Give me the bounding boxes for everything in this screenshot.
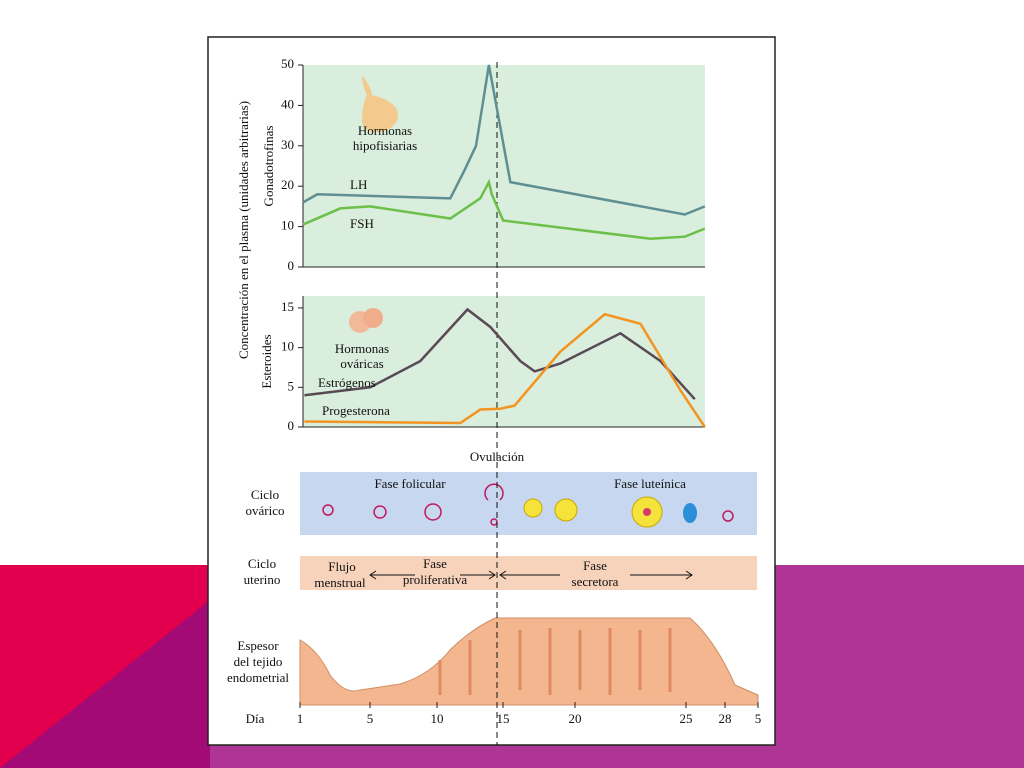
- day-tick-label: 25: [680, 711, 693, 726]
- y-tick-label: 40: [281, 96, 294, 111]
- y-tick-label: 50: [281, 56, 294, 71]
- row-label: del tejido: [234, 654, 283, 669]
- day-tick-label: 20: [569, 711, 582, 726]
- y-tick-label: 20: [281, 177, 294, 192]
- day-tick-label: 10: [431, 711, 444, 726]
- y-tick-label: 30: [281, 137, 294, 152]
- phase-label: proliferativa: [403, 572, 467, 587]
- day-tick-label: 5: [367, 711, 374, 726]
- annotation: Hormonas: [335, 341, 389, 356]
- line: [302, 178, 706, 240]
- corpus: [554, 498, 578, 522]
- row-label: endometrial: [227, 670, 289, 685]
- row-label: uterino: [244, 572, 281, 587]
- phase-label: secretora: [572, 574, 619, 589]
- corpus-center: [643, 508, 651, 516]
- line: [304, 307, 696, 401]
- phase-arrows: [369, 570, 693, 580]
- phase-label: Fase folicular: [374, 476, 446, 491]
- corpus-albicans: [683, 503, 697, 523]
- line: [302, 64, 706, 216]
- row-label: Ciclo: [251, 487, 279, 502]
- day-label: Día: [246, 711, 265, 726]
- phase-label: Fase: [423, 556, 447, 571]
- uterine-band: [300, 556, 757, 590]
- series-label: Estrógenos: [318, 375, 376, 390]
- phase-label: Flujo: [328, 559, 355, 574]
- row-label: Ciclo: [248, 556, 276, 571]
- annotation: hipofisiarias: [353, 138, 417, 153]
- axis-label: Gonadotrofinas: [261, 126, 276, 207]
- phase-label: Fase luteínica: [614, 476, 686, 491]
- plot-bg: [303, 65, 705, 267]
- corpus: [523, 498, 543, 518]
- y-axis-label: Concentración en el plasma (unidades arb…: [236, 101, 251, 359]
- pituitary-icon: [362, 75, 398, 133]
- y-tick-label: 5: [288, 378, 295, 393]
- day-tick-label: 28: [719, 711, 732, 726]
- y-tick-label: 0: [288, 258, 295, 273]
- follicles: [322, 483, 734, 526]
- row-label: ovárico: [246, 503, 285, 518]
- series-label: Progesterona: [322, 403, 390, 418]
- phase-label: Fase: [583, 558, 607, 573]
- glands: [438, 628, 672, 695]
- y-tick-label: 15: [281, 299, 294, 314]
- band-diagonal: [0, 600, 210, 768]
- annotation: Hormonas: [358, 123, 412, 138]
- y-tick-label: 0: [288, 418, 295, 433]
- day-tick-label: 15: [497, 711, 510, 726]
- line: [304, 312, 706, 428]
- y-tick-label: 10: [281, 339, 294, 354]
- phase-label: menstrual: [314, 575, 366, 590]
- day-tick-label: 5: [755, 711, 762, 726]
- day-tick-label: 1: [297, 711, 304, 726]
- y-tick-label: 10: [281, 218, 294, 233]
- ovary-icon: [363, 308, 383, 328]
- series-label: LH: [350, 177, 367, 192]
- series-label: FSH: [350, 216, 374, 231]
- ovulation-label: Ovulación: [470, 449, 525, 464]
- axis-label: Esteroides: [259, 334, 274, 388]
- row-label: Espesor: [237, 638, 279, 653]
- annotation: ováricas: [340, 356, 383, 371]
